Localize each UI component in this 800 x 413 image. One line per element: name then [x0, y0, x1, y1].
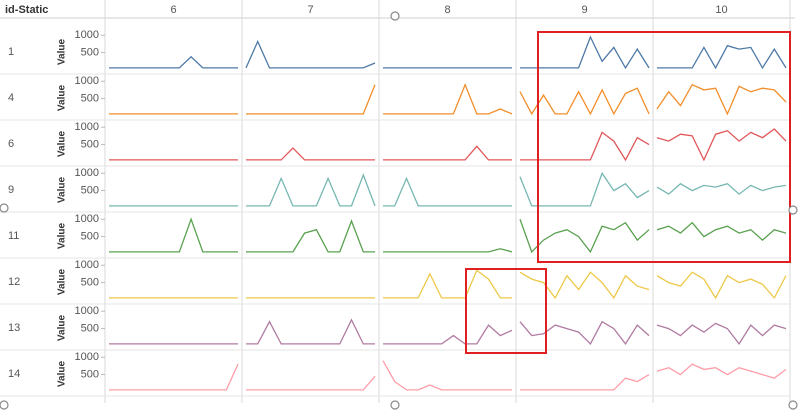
y-tick-label: 500	[81, 369, 99, 381]
panel-line	[656, 182, 787, 195]
header-label: id-Static	[5, 4, 48, 16]
y-axis-title: Value	[57, 223, 68, 250]
y-tick-label: 500	[81, 139, 99, 151]
row-label: 4	[8, 92, 14, 104]
panel-line	[656, 363, 787, 379]
panel-line	[520, 131, 650, 162]
panel-line	[519, 171, 650, 207]
panel-line	[656, 221, 787, 241]
y-tick-label: 500	[81, 231, 99, 243]
handle[interactable]	[788, 400, 798, 410]
panel-line	[656, 271, 787, 300]
panel-line	[383, 324, 513, 345]
panel-line	[383, 176, 512, 207]
panel-line	[519, 87, 650, 116]
y-tick-label: 1000	[75, 305, 99, 317]
y-axis-title: Value	[57, 85, 68, 112]
y-tick-label: 500	[81, 93, 99, 105]
panel-line	[109, 55, 238, 69]
row-label: 9	[8, 184, 14, 196]
handle[interactable]	[788, 205, 798, 215]
panel-line	[246, 219, 375, 253]
y-tick-label: 1000	[75, 351, 99, 363]
column-header: 6	[170, 4, 176, 16]
y-tick-label: 500	[81, 47, 99, 59]
panel-line	[656, 83, 787, 116]
panel-line	[382, 360, 512, 391]
y-axis-title: Value	[57, 131, 68, 158]
column-header: 7	[307, 4, 313, 16]
panel-line	[657, 44, 787, 70]
panel-line	[520, 374, 650, 391]
panel-line	[383, 145, 512, 161]
panel-line	[246, 173, 376, 207]
y-tick-label: 1000	[75, 167, 99, 179]
panel-line	[383, 248, 513, 253]
y-tick-label: 500	[81, 323, 99, 335]
highlight-box	[465, 268, 547, 354]
column-header: 8	[444, 4, 450, 16]
panel-line	[245, 39, 376, 69]
y-axis-title: Value	[57, 269, 68, 296]
panel-line	[246, 318, 375, 345]
y-tick-label: 1000	[75, 75, 99, 87]
handle[interactable]	[0, 400, 9, 410]
panel-line	[519, 320, 650, 346]
y-axis-title: Value	[57, 39, 68, 66]
column-header: 9	[581, 4, 587, 16]
row-label: 6	[8, 138, 14, 150]
panel-line	[383, 82, 513, 115]
panel-line	[246, 375, 376, 391]
panel-line	[109, 217, 238, 253]
highlight-box	[537, 31, 791, 263]
column-header: 10	[715, 4, 727, 16]
panel-line	[246, 147, 375, 161]
panel-line	[519, 271, 650, 300]
handle[interactable]	[0, 203, 9, 213]
selection-handles	[0, 11, 798, 410]
handle[interactable]	[390, 11, 400, 21]
panel-line	[519, 218, 650, 254]
panel-line	[656, 322, 787, 346]
y-tick-label: 500	[81, 277, 99, 289]
row-label: 11	[8, 230, 19, 242]
panel-line	[109, 363, 239, 391]
y-axis-title: Value	[57, 315, 68, 342]
row-label: 1	[8, 46, 14, 58]
panel-line	[520, 35, 650, 70]
row-label: 12	[8, 276, 20, 288]
panel-line	[383, 269, 512, 299]
y-tick-label: 1000	[75, 213, 99, 225]
y-tick-label: 1000	[75, 259, 99, 271]
row-label: 13	[8, 322, 20, 334]
y-tick-label: 1000	[75, 29, 99, 41]
row-label: 14	[8, 368, 20, 380]
panel-line	[656, 128, 787, 162]
y-axis-title: Value	[57, 177, 68, 204]
y-tick-label: 500	[81, 185, 99, 197]
panel-line	[246, 84, 376, 115]
handle[interactable]	[390, 400, 400, 410]
y-axis-title: Value	[57, 361, 68, 388]
y-tick-label: 1000	[75, 121, 99, 133]
